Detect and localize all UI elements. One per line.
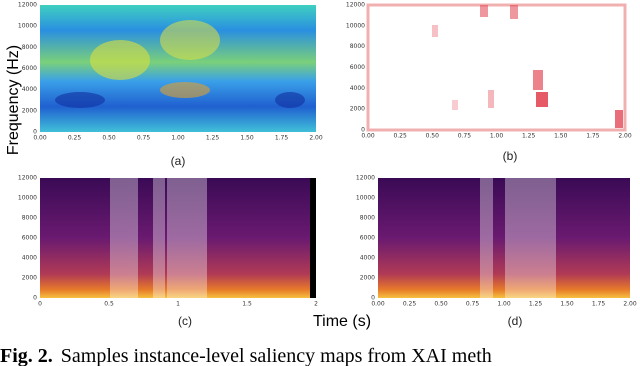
x-tick-label: 1.75 — [586, 133, 600, 140]
x-tick-label: 1.50 — [554, 133, 568, 140]
y-tick-label: 10000 — [18, 23, 37, 30]
y-tick-label: 12000 — [18, 2, 37, 9]
y-tick-label: 4000 — [22, 255, 37, 262]
y-tick-label: 2000 — [360, 275, 375, 282]
y-tick-label: 6000 — [22, 65, 37, 72]
y-axis-label: Frequency (Hz) — [5, 45, 22, 155]
x-tick-label: 1.25 — [522, 133, 536, 140]
x-tick-label: 0.25 — [403, 301, 417, 308]
y-tick-label: 0 — [361, 127, 365, 134]
heat-blob — [55, 92, 105, 108]
x-tick-label: 2.00 — [309, 135, 323, 142]
y-tick-label: 4000 — [22, 86, 37, 93]
x-tick-label: 0.50 — [426, 133, 440, 140]
panel-label: (c) — [178, 314, 192, 328]
y-tick-label: 10000 — [18, 195, 37, 202]
x-axis-label: Time (s) — [313, 313, 371, 330]
y-tick-label: 6000 — [360, 235, 375, 242]
x-tick-label: 1.75 — [275, 135, 289, 142]
x-tick-label: 0.00 — [371, 301, 385, 308]
x-tick-label: 0 — [38, 301, 42, 308]
y-tick-label: 0 — [33, 129, 37, 136]
y-tick-label: 12000 — [356, 175, 375, 182]
y-tick-label: 12000 — [18, 175, 37, 182]
x-tick-label: 1.50 — [240, 135, 254, 142]
spectrogram — [40, 178, 310, 298]
x-tick-label: 0.00 — [361, 133, 375, 140]
heat-blob — [90, 40, 150, 80]
x-tick-label: 0.25 — [393, 133, 407, 140]
heat-blob — [160, 82, 210, 98]
x-tick-label: 0.5 — [104, 301, 114, 308]
panel-label: (b) — [503, 149, 518, 163]
y-tick-label: 2000 — [22, 275, 37, 282]
y-tick-label: 4000 — [360, 255, 375, 262]
x-tick-label: 1.00 — [171, 135, 185, 142]
caption: Fig. 2. Samples instance-level saliency m… — [0, 345, 492, 366]
x-tick-label: 0.75 — [466, 301, 480, 308]
x-tick-label: 1.5 — [242, 301, 252, 308]
y-tick-label: 8000 — [350, 43, 365, 50]
x-tick-label: 2.00 — [623, 301, 637, 308]
x-tick-label: 1 — [176, 301, 180, 308]
heat-blob — [160, 20, 220, 60]
y-tick-label: 2000 — [22, 107, 37, 114]
spectrogram-edge — [310, 178, 316, 298]
panel-label: (a) — [171, 154, 186, 168]
y-tick-label: 10000 — [356, 195, 375, 202]
y-tick-label: 12000 — [346, 2, 365, 9]
x-tick-label: 0.00 — [33, 135, 47, 142]
y-tick-label: 8000 — [22, 215, 37, 222]
y-tick-label: 2000 — [350, 106, 365, 113]
y-tick-label: 10000 — [346, 22, 365, 29]
y-tick-label: 8000 — [22, 44, 37, 51]
x-tick-label: 0.50 — [434, 301, 448, 308]
x-tick-label: 1.25 — [206, 135, 220, 142]
x-tick-label: 0.75 — [137, 135, 151, 142]
spectrogram — [378, 178, 630, 298]
x-tick-label: 0.25 — [68, 135, 82, 142]
y-tick-label: 6000 — [350, 64, 365, 71]
caption-number: Fig. 2. — [0, 345, 53, 366]
caption-text: Samples instance-level saliency maps fro… — [61, 345, 492, 366]
x-tick-label: 1.50 — [560, 301, 574, 308]
y-tick-label: 4000 — [350, 85, 365, 92]
saliency-bands — [110, 178, 207, 298]
x-tick-label: 0.50 — [102, 135, 116, 142]
y-tick-label: 6000 — [22, 235, 37, 242]
heat-blob — [275, 92, 305, 108]
x-tick-label: 2 — [314, 301, 318, 308]
saliency-cells — [432, 5, 623, 128]
x-tick-label: 1.00 — [497, 301, 511, 308]
y-tick-label: 8000 — [360, 215, 375, 222]
y-tick-label: 0 — [33, 295, 37, 302]
x-tick-label: 0.75 — [458, 133, 472, 140]
x-tick-label: 1.75 — [592, 301, 606, 308]
saliency-bands — [480, 178, 556, 298]
x-tick-label: 2.00 — [618, 133, 632, 140]
panel-label: (d) — [508, 314, 523, 328]
y-tick-label: 0 — [371, 295, 375, 302]
x-tick-label: 1.00 — [490, 133, 504, 140]
saliency-map — [366, 3, 627, 132]
x-tick-label: 1.25 — [529, 301, 543, 308]
